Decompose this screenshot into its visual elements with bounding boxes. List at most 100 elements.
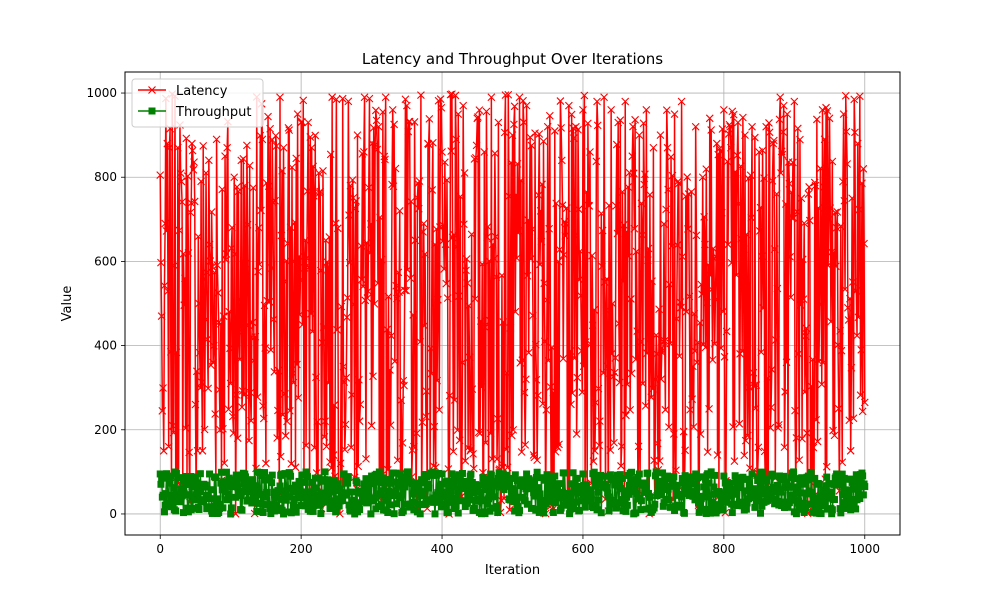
data-point [160,508,168,516]
data-point [409,442,418,451]
data-point [718,493,726,501]
data-point [746,171,755,180]
data-point [205,240,214,249]
data-point [251,332,260,341]
data-point [698,290,706,299]
data-point [175,226,184,235]
data-point [299,478,307,486]
data-point [488,240,497,249]
data-point [827,248,836,256]
data-point [586,148,594,156]
data-point [704,261,713,269]
data-point [793,475,801,483]
data-point [718,125,727,133]
data-point [726,479,734,487]
data-point [847,363,856,372]
data-point [534,191,543,200]
data-point [454,110,463,119]
data-point [598,262,606,271]
data-point [204,156,213,165]
data-point [652,472,660,480]
data-point [570,354,579,363]
data-point [191,400,200,409]
data-point [624,252,633,261]
data-point [741,487,749,495]
data-point [436,95,445,103]
data-point [464,301,473,310]
data-point [568,389,577,397]
data-point [318,338,327,347]
data-point [390,357,399,366]
data-point [492,273,501,281]
data-point [770,245,779,253]
data-point [346,181,355,190]
data-point [703,448,712,456]
data-point [660,336,669,345]
data-point [858,407,867,416]
data-point [555,480,563,488]
data-point [169,421,177,430]
data-point [621,97,630,106]
data-point [489,504,497,512]
data-point [253,393,262,401]
data-point [701,493,709,501]
data-point [510,120,518,129]
data-point [729,110,738,119]
data-point [512,190,520,199]
data-point [208,263,217,271]
data-point [549,388,558,397]
data-point [644,244,653,253]
data-point [723,498,731,506]
data-point [809,508,817,516]
data-point [311,474,319,482]
data-point [302,468,310,476]
data-point [451,473,459,481]
data-point [228,223,236,232]
data-point [360,480,368,488]
data-point [177,177,186,186]
data-point [696,430,705,438]
data-point [846,294,854,303]
data-point [521,375,530,384]
data-point [414,179,422,188]
data-point [575,275,584,284]
data-point [538,180,546,189]
data-point [447,488,454,496]
data-point [507,158,515,167]
data-point [567,110,576,119]
data-point [790,468,798,476]
data-point [487,471,495,479]
data-point [544,491,552,499]
data-point [643,349,651,358]
data-point [450,230,458,239]
data-point [707,285,716,294]
data-point [857,345,866,354]
data-point [738,502,746,510]
data-point [489,493,497,501]
data-point [621,487,629,495]
data-point [516,506,524,514]
data-point [546,382,555,391]
data-point [338,94,347,103]
data-point [860,398,869,407]
data-point [251,490,259,498]
data-point [242,481,250,489]
data-point [214,318,223,327]
data-point [344,97,353,106]
legend-entry-latency: Latency [138,84,228,99]
data-point [743,499,751,507]
data-point [729,485,737,493]
data-point [270,507,278,515]
data-point [190,158,198,167]
data-point [829,426,837,435]
data-point [648,277,656,285]
data-point [207,208,216,216]
data-point [811,181,820,190]
data-point [598,226,607,235]
data-point [765,128,774,137]
data-point [267,510,275,518]
data-point [846,446,855,455]
data-point [535,508,543,516]
data-point [848,194,856,203]
data-point [358,492,366,500]
